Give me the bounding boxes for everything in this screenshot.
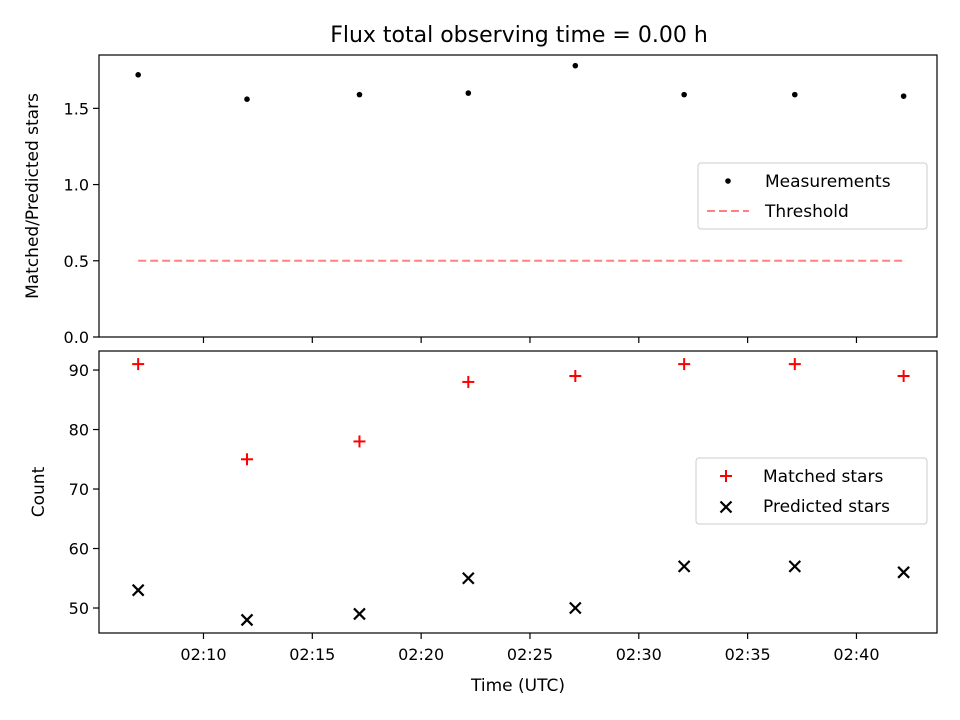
measurement-point [900, 93, 907, 99]
bottom-y-axis-label: Count [29, 466, 49, 517]
measurement-point [135, 72, 141, 78]
measurement-point [791, 91, 798, 98]
x-tick-label: 02:25 [507, 645, 553, 664]
measurement-point [465, 90, 472, 96]
matched-star-point [132, 358, 145, 371]
top-plot-frame [98, 54, 938, 338]
predicted-star-point [240, 613, 254, 627]
flux-ratio-plot: 0.0 0.5 1.0 1.5 Matched/Predicted stars Mea… [23, 54, 938, 347]
measurements-legend-marker [725, 178, 731, 184]
predicted-stars-legend-label: Predicted stars [763, 497, 890, 517]
matched-stars-legend-glyph [720, 470, 732, 482]
top-y-axis-label: Matched/Predicted stars [23, 93, 43, 299]
star-count-plot: 50 60 70 80 90 02:10 02:15 02:20 02:25 02:30 02:35… [29, 350, 938, 696]
matched-stars-legend-marker [720, 470, 732, 482]
predicted-stars-legend-glyph [719, 500, 733, 514]
bottom-ticks: 50 60 70 80 90 02:10 02:15 02:20 02:25 02:30 02:35… [69, 361, 880, 664]
bottom-legend-box [695, 457, 928, 525]
x-tick-label: 02:10 [180, 645, 226, 664]
x-tick-label: 02:35 [725, 645, 771, 664]
predicted-stars-legend-marker [719, 500, 733, 514]
predicted-star-point [131, 583, 145, 597]
measurements-legend-label: Measurements [765, 172, 891, 192]
threshold-legend-label: Threshold [764, 202, 849, 222]
bottom-y-tick-label: 50 [69, 599, 89, 618]
predicted-star-point [462, 571, 475, 585]
top-legend-box [697, 162, 928, 230]
top-ticks: 0.0 0.5 1.0 1.5 [64, 99, 858, 347]
top-legend: Measurements Threshold [697, 162, 928, 230]
bottom-y-tick-label: 60 [69, 540, 89, 559]
predicted-star-point [353, 607, 366, 621]
measurement-point [356, 91, 363, 98]
bottom-legend: Matched stars Predicted stars [695, 457, 928, 525]
measurement-point [572, 62, 579, 69]
x-tick-label: 02:15 [289, 645, 335, 664]
top-y-tick-label: 1.5 [64, 99, 89, 118]
top-marks [135, 62, 907, 262]
bottom-y-tick-label: 90 [69, 361, 89, 380]
x-axis-label: Time (UTC) [470, 676, 565, 696]
predicted-star-point [569, 601, 582, 615]
measurement-point [681, 91, 687, 98]
bottom-plot-frame [98, 350, 938, 634]
predicted-star-point [788, 560, 802, 573]
x-tick-label: 02:40 [833, 645, 879, 664]
predicted-star-point [677, 560, 691, 573]
measurement-point [244, 96, 250, 103]
matched-stars-legend-label: Matched stars [763, 467, 883, 487]
matched-star-point [678, 358, 691, 371]
x-tick-label: 02:20 [398, 645, 444, 664]
top-y-tick-label: 0.5 [64, 252, 89, 271]
matched-star-point [353, 435, 366, 448]
x-tick-label: 02:30 [616, 645, 662, 664]
bottom-y-tick-label: 70 [69, 480, 89, 499]
matched-star-point [241, 453, 254, 466]
bottom-y-tick-label: 80 [69, 421, 89, 440]
top-y-tick-label: 1.0 [64, 176, 89, 195]
matched-star-point [462, 375, 475, 388]
matched-star-point [788, 358, 801, 371]
bottom-marks [131, 358, 910, 627]
chart-title: Flux total observing time = 0.00 h [330, 23, 708, 48]
matched-star-point [569, 369, 582, 382]
predicted-star-point [897, 566, 910, 579]
matched-star-point [897, 369, 910, 382]
top-y-tick-label: 0.0 [64, 328, 89, 347]
